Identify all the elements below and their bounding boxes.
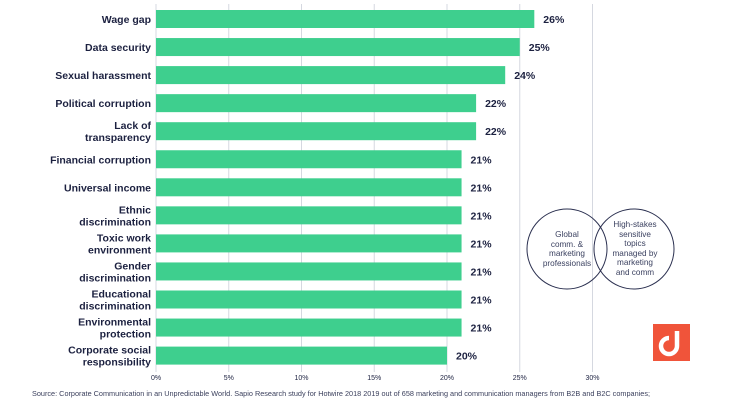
category-label: Toxic work environment [88, 232, 152, 256]
value-label: 21% [471, 266, 493, 278]
bar [156, 234, 462, 253]
x-tick-label: 0% [151, 375, 161, 382]
x-axis-ticks: 0% 5% 10% 15% 20% 25% 30% [151, 375, 600, 382]
category-label: Environmental protection [78, 317, 151, 341]
brand-logo-icon [653, 324, 690, 361]
value-label: 21% [471, 154, 493, 166]
venn-left-text: Global comm. & marketing professionals [542, 230, 592, 268]
venn-right-text: High-stakes sensitive topics managed by … [612, 220, 658, 277]
bar [156, 10, 535, 28]
x-tick-label: 25% [513, 375, 527, 382]
bar [156, 262, 462, 281]
value-label: 21% [471, 323, 493, 335]
category-label: Universal income [64, 182, 151, 194]
bar [156, 206, 462, 225]
source-note: Source: Corporate Communication in an Un… [32, 389, 650, 398]
value-label: 22% [485, 98, 507, 110]
bar-chart: Wage gap Data security Sexual harassment Po… [50, 4, 600, 382]
bar [156, 178, 462, 197]
value-label: 26% [543, 14, 565, 26]
bar [156, 122, 477, 141]
value-label: 21% [471, 210, 493, 222]
bar [156, 318, 462, 337]
value-label: 21% [471, 238, 493, 250]
value-label: 22% [485, 126, 507, 138]
bar [156, 346, 447, 365]
bar [156, 150, 462, 169]
bars [156, 10, 535, 365]
x-tick-label: 5% [224, 375, 234, 382]
value-label: 20% [456, 351, 478, 363]
value-labels: 26% 25% 24% 22% 22% 21% 21% 21% 21% 21% 21% 21% 20% [456, 14, 565, 363]
x-tick-label: 15% [367, 375, 381, 382]
bar [156, 290, 462, 309]
category-label: Corporate social responsibility [68, 345, 151, 369]
category-label: Data security [85, 42, 151, 54]
x-tick-label: 10% [294, 375, 308, 382]
x-tick-label: 20% [440, 375, 454, 382]
x-tick-label: 30% [585, 375, 599, 382]
bar [156, 38, 520, 57]
value-label: 21% [471, 295, 493, 307]
value-label: 21% [471, 182, 493, 194]
category-label: Financial corruption [50, 154, 151, 166]
category-label: Gender discrimination [79, 260, 151, 284]
value-label: 25% [529, 42, 551, 54]
category-label: Sexual harassment [55, 70, 151, 82]
category-label: Lack of transparency [85, 120, 151, 144]
category-label: Ethnic discrimination [79, 204, 151, 228]
value-label: 24% [514, 70, 536, 82]
bar [156, 66, 506, 85]
category-label: Educational discrimination [79, 289, 151, 313]
category-label: Wage gap [102, 14, 151, 26]
category-labels: Wage gap Data security Sexual harassment Po… [50, 14, 151, 369]
category-label: Political corruption [55, 98, 151, 110]
bar [156, 94, 477, 113]
